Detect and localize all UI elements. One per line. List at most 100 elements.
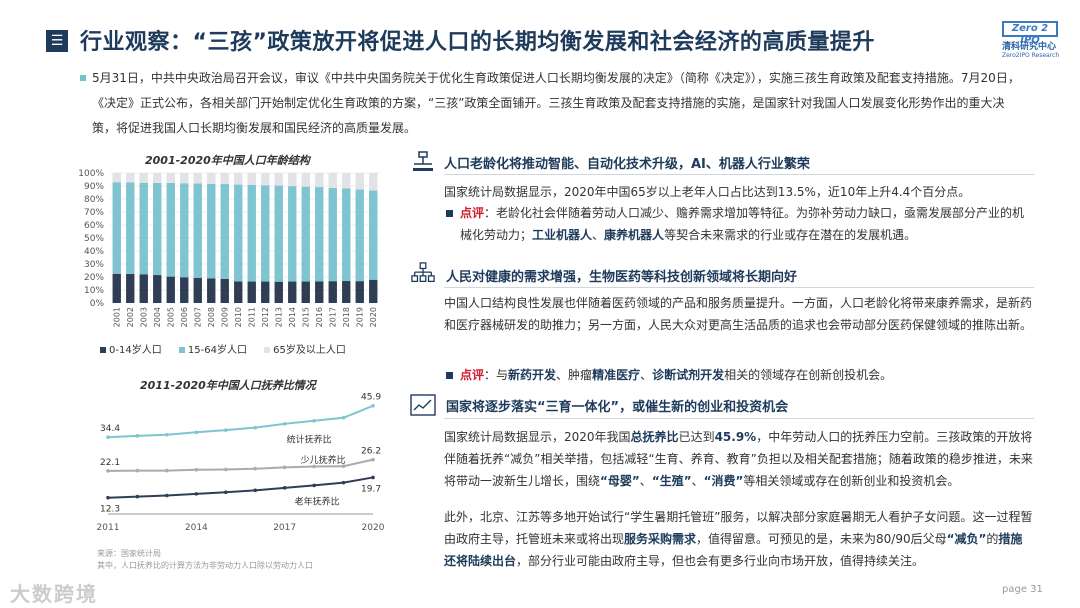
x-tick-label: 2012 [261, 307, 270, 327]
x-tick-label: 2005 [166, 307, 175, 327]
x-tick-label: 2013 [274, 307, 283, 327]
data-point [135, 494, 140, 499]
x-tick-label: 2001 [112, 307, 121, 327]
x-tick-label: 2020 [369, 307, 378, 327]
menu-icon: ☰ [46, 30, 68, 52]
bar-segment [112, 182, 121, 274]
y-tick-label: 60% [84, 221, 104, 231]
bar-segment [180, 183, 189, 278]
series-line [107, 404, 374, 439]
bar-segment [369, 173, 378, 191]
bar-segment [342, 281, 351, 303]
bar-segment [166, 173, 175, 184]
trend-chart-icon [410, 394, 436, 416]
bar-segment [261, 173, 270, 186]
section-paragraph: 中国人口结构良性发展也伴随着医药领域的产品和服务质量提升。一方面，人口老龄化将带… [444, 296, 1033, 332]
bar-segment [301, 173, 310, 187]
data-point [282, 486, 287, 490]
data-point [165, 468, 169, 473]
section-paragraph: 此外，北京、江苏等多地开始试行“学生暑期托管班”服务，以解决部分家庭暑期无人看护… [444, 510, 1033, 568]
bar-segment [247, 281, 256, 303]
section-divider [444, 287, 1034, 288]
bar-segment [342, 173, 351, 189]
bar-segment [328, 187, 337, 282]
x-tick-label: 2003 [139, 307, 148, 327]
x-tick-label: 2010 [234, 307, 243, 327]
section-divider [444, 418, 1034, 419]
bar-segment [193, 183, 202, 278]
bar-segment [193, 173, 202, 184]
data-point [312, 419, 316, 423]
bar-segment [139, 182, 148, 275]
source-note: 来源：国家统计局 其中，人口抚养比的计算方法为非劳动力人口除以劳动力人口 [97, 548, 313, 572]
legend-item-65-plus: 65岁及以上人口 [264, 345, 346, 356]
y-tick-label: 30% [84, 260, 104, 270]
data-point [135, 468, 140, 473]
remark-text: 点评：与新药开发、肿瘤精准医疗、诊断试剂开发相关的领域存在创新创投机会。 [460, 368, 893, 382]
bar-segment [355, 281, 364, 303]
x-tick-label: 2014 [288, 307, 297, 327]
y-tick-label: 10% [84, 286, 104, 296]
bar-segment [153, 182, 162, 276]
bar-segment [315, 173, 324, 188]
dependency-ratio-chart-title: 2011-2020年中国人口抚养比情况 [140, 379, 316, 392]
logo-mark: Zero 2 IPO [1002, 21, 1058, 46]
y-tick-label: 20% [84, 273, 104, 283]
remark-text: 点评：老龄化社会伴随着劳动人口减少、赡养需求增加等特征。为弥补劳动力缺口，亟需发… [460, 206, 1025, 242]
data-point [282, 465, 287, 470]
bar-segment [126, 182, 135, 274]
bar-segment [166, 276, 175, 303]
age-structure-chart: 0% 10% 20% 30% 40% 50% 60% 70% 80% 90% 100% 2001 200… [78, 169, 380, 327]
section-title-biomedicine: 人民对健康的需求增强，生物医药等科技创新领域将长期向好 [446, 270, 798, 285]
bar-segment [207, 183, 216, 279]
bar-segment [180, 173, 189, 184]
data-point [165, 493, 169, 498]
end-value-label: 19.7 [361, 484, 381, 494]
bar-segment [234, 173, 243, 185]
bar-segment [207, 278, 216, 303]
brand-logo: Zero 2 IPO 清科研究中心 Zero2IPO Research [1002, 21, 1072, 59]
y-tick-label: 70% [84, 208, 104, 218]
section-title-three-childbirth: 国家将逐步落实“三育一体化”，或催生新的创业和投资机会 [446, 400, 789, 415]
bar-segment [193, 277, 202, 303]
bar-segment [301, 186, 310, 282]
data-point [312, 464, 316, 469]
x-tick-label: 2011 [97, 523, 120, 533]
bar-segment [126, 273, 135, 303]
bar-segment [112, 173, 121, 183]
series-line [107, 476, 374, 499]
data-point [194, 467, 199, 472]
section-paragraph: 国家统计局数据显示，2020年中国65岁以上老年人口占比达到13.5%，近10年… [444, 185, 971, 199]
bar-segment [274, 281, 283, 303]
source-line: 来源：国家统计局 [97, 549, 161, 558]
start-value-label: 34.4 [100, 424, 120, 434]
network-hierarchy-icon [411, 262, 435, 283]
bar-segment [220, 173, 229, 185]
data-point [253, 466, 258, 471]
data-point [194, 430, 199, 435]
series-line [107, 458, 374, 472]
age-structure-chart-title: 2001-2020年中国人口年龄结构 [145, 154, 310, 167]
bar-segment [234, 184, 243, 282]
robot-arm-icon [413, 151, 433, 171]
age-structure-legend: 0-14岁人口 15-64岁人口 65岁及以上人口 [100, 341, 346, 356]
y-tick-label: 0% [90, 299, 105, 309]
bar-segment [139, 173, 148, 183]
y-tick-label: 50% [84, 234, 104, 244]
page-title: 行业观察：“三孩”政策放开将促进人口的长期均衡发展和社会经济的高质量提升 [80, 30, 875, 55]
y-tick-label: 100% [78, 169, 104, 179]
data-point [371, 457, 375, 462]
bar-segment [261, 281, 270, 303]
series-name-label: 少儿抚养比 [301, 454, 346, 466]
data-point [106, 495, 110, 500]
end-value-label: 26.2 [361, 447, 381, 457]
y-tick-label: 40% [84, 247, 104, 257]
data-point [282, 422, 287, 426]
x-tick-label: 2002 [126, 307, 135, 327]
start-value-label: 12.3 [100, 505, 120, 515]
bar-segment [207, 173, 216, 184]
bar-segment [126, 173, 135, 183]
data-point [106, 435, 110, 440]
bar-segment [139, 274, 148, 303]
bar-segment [355, 189, 364, 282]
